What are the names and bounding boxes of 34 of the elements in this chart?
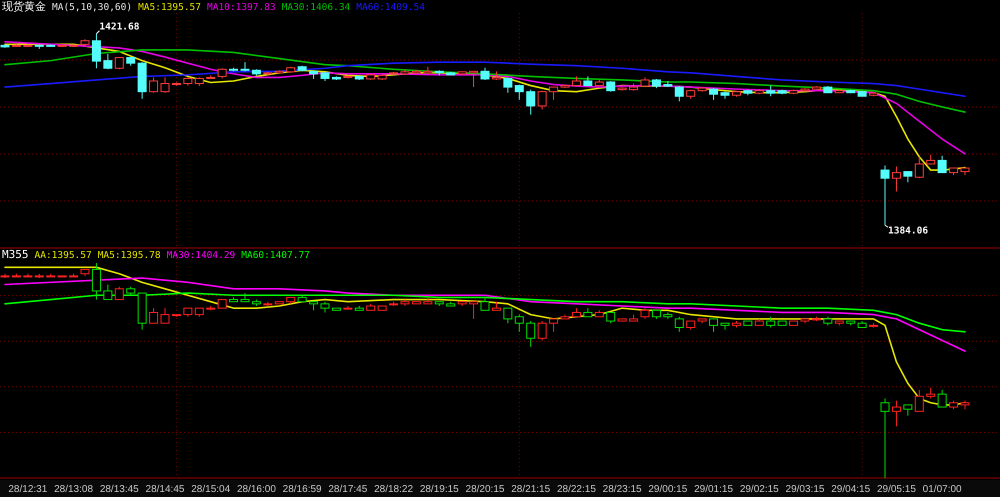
chart-title: 现货黄金 <box>2 0 46 13</box>
x-tick-label: 28/16:59 <box>282 484 322 495</box>
x-tick-label: 28/13:45 <box>100 484 140 495</box>
text: MA10:1397.83 <box>207 2 276 13</box>
text: 1421.68 <box>99 22 140 33</box>
x-tick-label: 28/12:31 <box>8 484 48 495</box>
text: MA5:1395.57 <box>138 2 201 13</box>
text: MA60:1409.54 <box>356 2 426 13</box>
text: MA60:1407.77 <box>241 250 310 261</box>
series-label: MA5:1395.78 <box>98 250 161 261</box>
x-tick-label: 28/18:22 <box>374 484 414 495</box>
x-tick-label: 28/20:15 <box>466 484 505 495</box>
chart-subtitle: AA:1395.57 <box>34 250 92 261</box>
x-tick-label: 29/03:15 <box>786 484 825 495</box>
text: MA30:1406.34 <box>282 2 351 13</box>
x-tick-label: 28/15:04 <box>191 484 231 495</box>
x-tick-label: 28/23:15 <box>602 484 642 495</box>
x-tick-label: 29/01:15 <box>694 484 734 495</box>
x-tick-label: 28/14:45 <box>146 484 185 495</box>
x-tick-label: 28/21:15 <box>511 484 551 495</box>
x-tick-label: 29/00:15 <box>648 484 688 495</box>
x-tick-label: 29/05:15 <box>876 484 916 495</box>
annotation: 1384.06 <box>888 225 928 236</box>
chart-subtitle: MA(5,10,30,60) <box>52 2 132 13</box>
x-tick-label: 29/02:15 <box>740 484 780 495</box>
text: MA30:1404.29 <box>166 250 236 261</box>
x-tick-label: 29/04:15 <box>831 484 871 495</box>
x-tick-label: 28/19:15 <box>420 484 460 495</box>
chart-title: M355 <box>2 248 28 261</box>
x-tick-label: 01/07:00 <box>922 484 962 495</box>
x-tick-label: 28/22:15 <box>556 484 596 495</box>
x-tick-label: 28/16:00 <box>236 484 276 495</box>
x-tick-label: 28/17:45 <box>328 484 368 495</box>
x-tick-label: 28/13:08 <box>54 484 94 495</box>
